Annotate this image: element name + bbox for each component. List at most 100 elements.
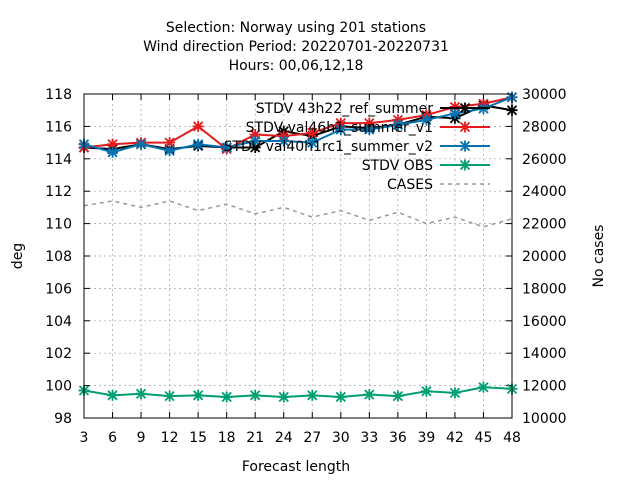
x-tick-label: 3	[80, 430, 89, 446]
x-tick-label: 18	[218, 430, 236, 446]
data-point	[335, 391, 347, 403]
chart-title: Selection: Norway using 201 stations Win…	[143, 20, 449, 74]
data-point	[249, 135, 261, 147]
y2-tick-label: 22000	[522, 217, 567, 233]
data-point	[107, 138, 119, 150]
y-tick-label: 116	[45, 119, 72, 135]
legend-label: STDV val46h1_summer_v1	[246, 120, 433, 136]
x-axis-label: Forecast length	[242, 459, 350, 475]
y2-axis-label: No cases	[591, 225, 607, 288]
data-point	[392, 119, 404, 131]
data-point	[420, 114, 432, 126]
x-tick-label: 36	[389, 430, 407, 446]
data-point	[107, 146, 119, 158]
x-tick-label: 12	[161, 430, 179, 446]
y2-tick-label: 10000	[522, 411, 567, 427]
x-tick-label: 24	[275, 430, 293, 446]
data-point	[249, 129, 261, 140]
y2-tick-label: 12000	[522, 379, 567, 395]
data-point	[335, 124, 347, 136]
y-tick-label: 114	[45, 152, 72, 168]
series-line	[83, 386, 513, 398]
data-point	[107, 389, 119, 401]
legend: STDV 43h22_ref_summer STDV val46h1_summer…	[224, 101, 490, 193]
data-point	[249, 389, 261, 401]
x-tick-label: 9	[137, 430, 146, 446]
series-cases	[83, 200, 513, 228]
y-tick-label: 104	[45, 314, 72, 330]
y2-tick-label: 16000	[522, 314, 567, 330]
data-point	[363, 389, 375, 401]
legend-item-stdv-val40h1rc1-summer-v2: STDV val40h1rc1_summer_v2	[224, 139, 490, 155]
y2-tick-label: 28000	[522, 119, 567, 135]
series-line	[83, 96, 513, 154]
axis-ticks: 98 100 102 104 106 108 110 112 114 116 118 10000 120…	[45, 87, 566, 446]
x-tick-label: 39	[417, 430, 435, 446]
legend-item-cases: CASES	[387, 177, 490, 193]
data-point	[306, 389, 318, 401]
legend-marker	[459, 121, 471, 133]
y2-tick-label: 30000	[522, 87, 567, 103]
y-tick-label: 102	[45, 346, 72, 362]
data-point	[221, 391, 233, 403]
data-point	[192, 120, 204, 132]
data-point	[363, 117, 375, 129]
x-tick-label: 6	[108, 430, 117, 446]
data-point	[449, 107, 461, 119]
series-line	[83, 96, 513, 151]
y-tick-label: 118	[45, 87, 72, 103]
data-point	[449, 387, 461, 399]
y2-tick-label: 18000	[522, 281, 567, 297]
data-point	[164, 137, 176, 149]
data-point	[278, 391, 290, 403]
y-tick-label: 106	[45, 281, 72, 297]
x-tick-label: 15	[189, 430, 207, 446]
legend-label: CASES	[387, 177, 433, 193]
y2-tick-label: 14000	[522, 346, 567, 362]
legend-label: STDV OBS	[362, 158, 433, 174]
y-tick-label: 110	[45, 217, 72, 233]
legend-item-stdv-val46h1-summer-v1: STDV val46h1_summer_v1	[246, 120, 490, 136]
legend-marker	[459, 102, 471, 114]
y-tick-label: 112	[45, 184, 72, 200]
x-tick-label: 45	[475, 430, 493, 446]
y-tick-label: 100	[45, 379, 72, 395]
y-tick-label: 98	[54, 411, 72, 427]
data-point	[192, 138, 204, 150]
y-axis-label: deg	[10, 243, 26, 269]
x-tick-label: 48	[503, 430, 521, 446]
data-point	[164, 145, 176, 157]
data-point	[449, 101, 461, 113]
legend-marker	[459, 140, 471, 152]
chart-title-line-2: Wind direction Period: 20220701-20220731	[143, 39, 449, 55]
series-line	[83, 200, 513, 228]
data-point	[249, 141, 261, 153]
data-point	[164, 390, 176, 402]
legend-item-stdv-obs: STDV OBS	[362, 158, 490, 174]
y-tick-label: 108	[45, 249, 72, 265]
legend-label: STDV 43h22_ref_summer	[256, 101, 434, 117]
x-tick-label: 42	[446, 430, 464, 446]
y2-tick-label: 20000	[522, 249, 567, 265]
legend-marker	[459, 159, 471, 171]
data-point	[335, 117, 347, 129]
data-point	[278, 135, 290, 147]
plot-frame	[83, 93, 513, 419]
y2-tick-label: 26000	[522, 152, 567, 168]
data-point	[420, 385, 432, 397]
data-point	[135, 138, 147, 150]
y2-tick-label: 24000	[522, 184, 567, 200]
chart-title-line-3: Hours: 00,06,12,18	[229, 58, 364, 74]
gridlines	[84, 94, 512, 418]
data-point	[306, 137, 318, 149]
data-point	[306, 127, 318, 139]
series-stdv-obs	[78, 381, 518, 403]
x-tick-label: 30	[332, 430, 350, 446]
data-point	[135, 388, 147, 400]
legend-label: STDV val40h1rc1_summer_v2	[224, 139, 433, 155]
data-point	[221, 141, 233, 153]
chart-title-line-1: Selection: Norway using 201 stations	[166, 20, 426, 36]
data-point	[477, 381, 489, 393]
x-tick-label: 21	[246, 430, 264, 446]
